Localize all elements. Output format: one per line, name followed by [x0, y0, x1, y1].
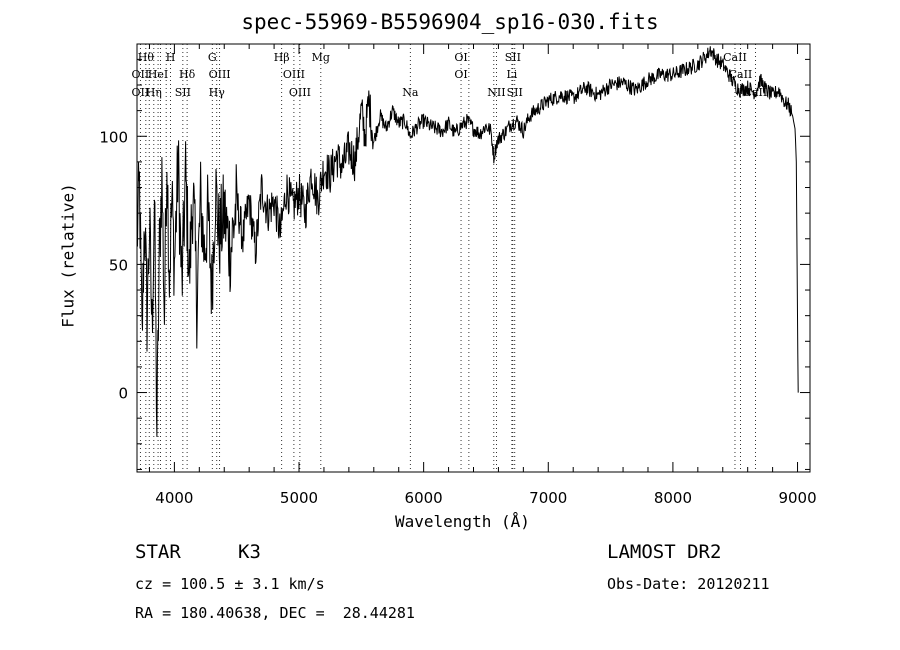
axis-ticks: [137, 44, 810, 472]
coordinates: RA = 180.40638, DEC = 28.44281: [135, 604, 415, 622]
x-tick-label: 8000: [654, 489, 692, 507]
chart-title: spec-55969-B5596904_sp16-030.fits: [241, 10, 659, 34]
line-label: Hη: [146, 86, 162, 99]
line-label: H: [166, 51, 176, 64]
spectrum-series: [136, 46, 799, 437]
line-label: G: [208, 51, 217, 64]
line-label: OII: [132, 68, 150, 81]
axis-tick-labels: 4000 5000 6000 7000 8000 9000 0 50 100: [99, 128, 816, 507]
y-tick-label: 50: [109, 256, 128, 274]
line-label: SII: [505, 51, 521, 64]
line-label: OIII: [209, 68, 231, 81]
x-tick-label: 5000: [280, 489, 318, 507]
spectral-type: K3: [238, 541, 261, 563]
line-label: NII: [487, 86, 505, 99]
y-tick-label: 100: [99, 128, 128, 146]
spectrum-line: [136, 46, 799, 437]
line-label: Hβ: [274, 51, 290, 64]
object-class: STAR: [135, 541, 181, 563]
line-label: SII: [175, 86, 191, 99]
line-label: OI: [454, 51, 467, 64]
x-tick-label: 7000: [529, 489, 567, 507]
x-tick-label: 9000: [778, 489, 816, 507]
x-axis-label: Wavelength (Å): [395, 512, 530, 531]
y-tick-label: 0: [118, 385, 128, 403]
line-label: OIII: [283, 68, 305, 81]
line-label: Li: [506, 68, 517, 81]
plot-frame: [136, 43, 811, 473]
line-label: OII: [132, 86, 150, 99]
line-label: CaII: [729, 68, 753, 81]
line-label: CaII: [723, 51, 747, 64]
line-label: HeI: [148, 68, 168, 81]
line-label: Hθ: [138, 51, 155, 64]
line-label: SII: [507, 86, 523, 99]
spectral-line-markers: [139, 44, 756, 472]
line-label: Hγ: [209, 86, 226, 99]
line-label: Mg: [312, 51, 330, 64]
x-tick-label: 4000: [155, 489, 193, 507]
y-axis-label: Flux (relative): [58, 183, 78, 328]
line-label: Hδ: [179, 68, 196, 81]
x-tick-label: 6000: [405, 489, 443, 507]
survey-name: LAMOST DR2: [607, 541, 722, 563]
line-label: OIII: [289, 86, 311, 99]
redshift-velocity: cz = 100.5 ± 3.1 km/s: [135, 575, 325, 593]
line-label: OI: [454, 68, 467, 81]
line-label: Na: [402, 86, 419, 99]
observation-date: Obs-Date: 20120211: [607, 575, 770, 593]
line-label: CaII: [744, 86, 768, 99]
